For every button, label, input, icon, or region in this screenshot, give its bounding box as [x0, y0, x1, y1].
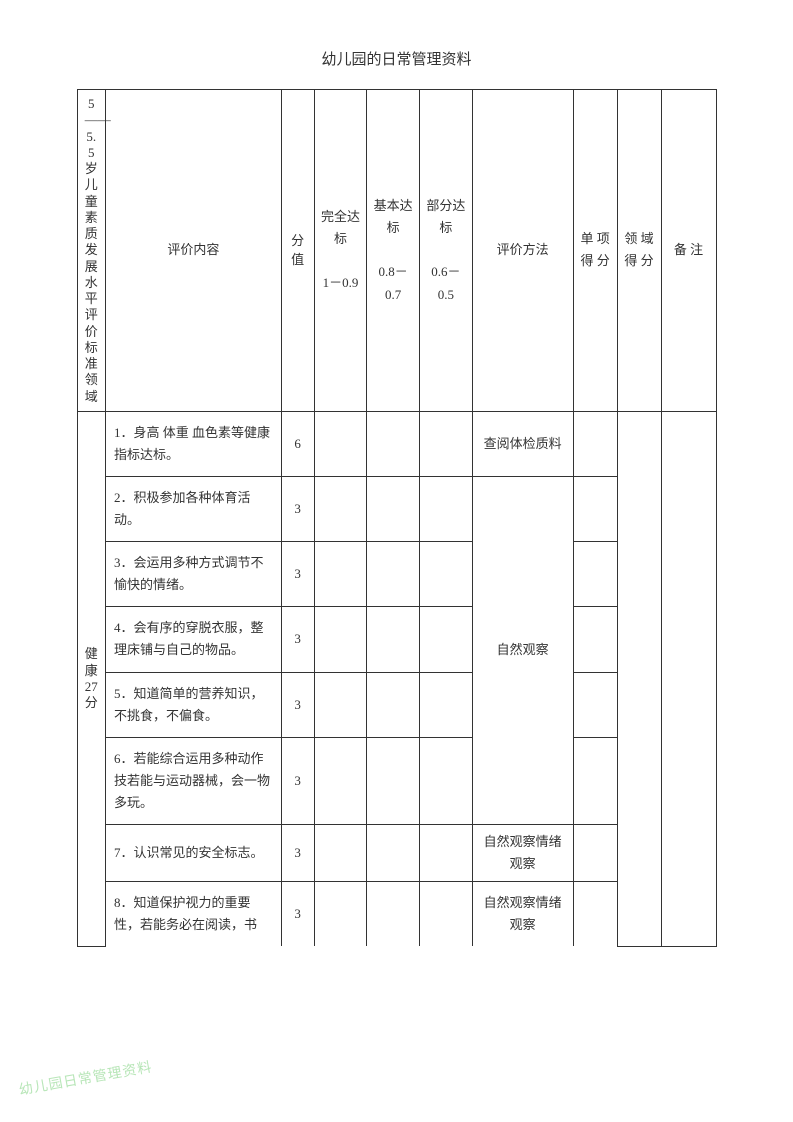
header-area-score: 领 域得 分: [617, 90, 661, 412]
table-row: 健康27分 1．身高 体重 血色素等健康指标达标。 6 查阅体检质料: [77, 411, 716, 476]
header-full-label: 完全达标: [321, 209, 360, 246]
row-itemscore-cell: [573, 882, 617, 947]
notes-cell: [661, 411, 716, 946]
row-basic-cell: [367, 411, 420, 476]
row-score: 3: [281, 542, 314, 607]
row-basic-cell: [367, 824, 420, 881]
row-itemscore-cell: [573, 737, 617, 824]
row-partial-cell: [420, 476, 473, 541]
row-content: 3．会运用多种方式调节不愉快的情绪。: [106, 542, 282, 607]
row-score: 3: [281, 476, 314, 541]
row-itemscore-cell: [573, 824, 617, 881]
row-full-cell: [314, 411, 367, 476]
row-full-cell: [314, 737, 367, 824]
header-partial-range: 0.6－0.5: [431, 264, 460, 301]
row-method-merged: 自然观察: [472, 476, 573, 824]
section-label: 健康27分: [77, 411, 106, 946]
row-partial-cell: [420, 542, 473, 607]
row-score: 6: [281, 411, 314, 476]
header-method: 评价方法: [472, 90, 573, 412]
header-partial-label: 部分达标: [426, 198, 465, 235]
row-partial-cell: [420, 882, 473, 947]
row-method: 自然观察情绪观察: [472, 824, 573, 881]
row-partial-cell: [420, 411, 473, 476]
header-basic-range: 0.8－0.7: [379, 264, 408, 301]
row-content: 8．知道保护视力的重要性，若能务必在阅读，书: [106, 882, 282, 947]
row-full-cell: [314, 882, 367, 947]
evaluation-table: 5——5.5岁儿童素质发展水平评价标准领域 评价内容 分值 完全达标1－0.9 …: [77, 89, 717, 947]
header-score: 分值: [281, 90, 314, 412]
header-row: 5——5.5岁儿童素质发展水平评价标准领域 评价内容 分值 完全达标1－0.9 …: [77, 90, 716, 412]
row-content: 5．知道简单的营养知识，不挑食，不偏食。: [106, 672, 282, 737]
row-basic-cell: [367, 607, 420, 672]
row-score: 3: [281, 672, 314, 737]
row-partial-cell: [420, 672, 473, 737]
section-label-text: 健康27分: [85, 646, 98, 711]
row-score: 3: [281, 824, 314, 881]
row-itemscore-cell: [573, 607, 617, 672]
row-score: 3: [281, 882, 314, 947]
row-basic-cell: [367, 476, 420, 541]
row-full-cell: [314, 542, 367, 607]
header-score-text: 分值: [291, 231, 304, 270]
header-basic: 基本达标 0.8－0.7: [367, 90, 420, 412]
row-content: 6．若能综合运用多种动作技若能与运动器械，会一物多玩。: [106, 737, 282, 824]
row-content: 4．会有序的穿脱衣服，整理床铺与自己的物品。: [106, 607, 282, 672]
row-itemscore-cell: [573, 672, 617, 737]
header-item-score: 单 项得 分: [573, 90, 617, 412]
row-full-cell: [314, 824, 367, 881]
header-partial: 部分达标 0.6－0.5: [420, 90, 473, 412]
watermark-text: 幼儿园日常管理资料: [17, 1056, 153, 1099]
row-itemscore-cell: [573, 411, 617, 476]
header-content: 评价内容: [106, 90, 282, 412]
row-itemscore-cell: [573, 542, 617, 607]
row-method: 查阅体检质料: [472, 411, 573, 476]
area-score-cell: [617, 411, 661, 946]
header-full-range: 1－0.9: [323, 275, 359, 290]
header-vertical-title: 5——5.5岁儿童素质发展水平评价标准领域: [77, 90, 106, 412]
row-basic-cell: [367, 737, 420, 824]
row-content: 2．积极参加各种体育活动。: [106, 476, 282, 541]
row-basic-cell: [367, 882, 420, 947]
row-content: 1．身高 体重 血色素等健康指标达标。: [106, 411, 282, 476]
page-title: 幼儿园的日常管理资料: [0, 0, 793, 89]
row-score: 3: [281, 607, 314, 672]
row-partial-cell: [420, 737, 473, 824]
header-notes: 备 注: [661, 90, 716, 412]
row-score: 3: [281, 737, 314, 824]
row-basic-cell: [367, 672, 420, 737]
row-method: 自然观察情绪观察: [472, 882, 573, 947]
header-full: 完全达标 1－0.9: [314, 90, 367, 412]
row-content: 7．认识常见的安全标志。: [106, 824, 282, 881]
row-full-cell: [314, 607, 367, 672]
row-full-cell: [314, 476, 367, 541]
row-full-cell: [314, 672, 367, 737]
header-basic-label: 基本达标: [374, 198, 413, 235]
row-partial-cell: [420, 607, 473, 672]
row-itemscore-cell: [573, 476, 617, 541]
row-partial-cell: [420, 824, 473, 881]
row-basic-cell: [367, 542, 420, 607]
header-vertical-title-text: 5——5.5岁儿童素质发展水平评价标准领域: [85, 96, 98, 405]
